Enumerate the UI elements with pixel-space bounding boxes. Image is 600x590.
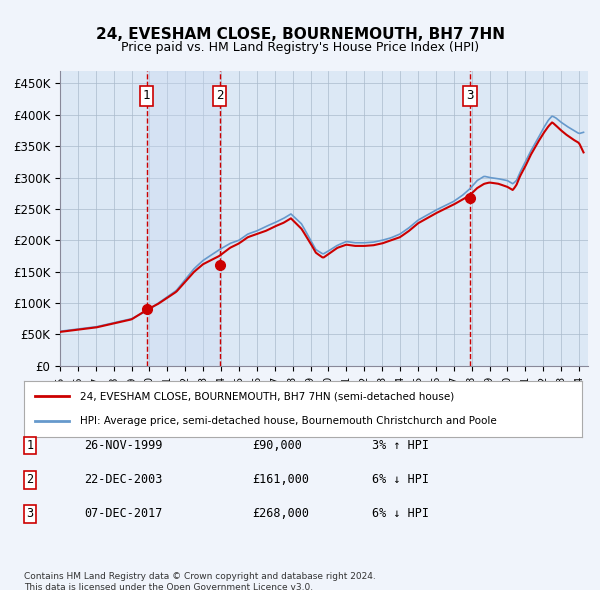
Text: 26-NOV-1999: 26-NOV-1999 — [84, 439, 163, 452]
Text: HPI: Average price, semi-detached house, Bournemouth Christchurch and Poole: HPI: Average price, semi-detached house,… — [80, 416, 497, 426]
Text: 2: 2 — [26, 473, 34, 486]
Text: 07-DEC-2017: 07-DEC-2017 — [84, 507, 163, 520]
Text: 6% ↓ HPI: 6% ↓ HPI — [372, 507, 429, 520]
Text: 3: 3 — [26, 507, 34, 520]
Text: 1: 1 — [26, 439, 34, 452]
Text: £161,000: £161,000 — [252, 473, 309, 486]
Bar — [146, 71, 220, 366]
Text: Price paid vs. HM Land Registry's House Price Index (HPI): Price paid vs. HM Land Registry's House … — [121, 41, 479, 54]
Text: 22-DEC-2003: 22-DEC-2003 — [84, 473, 163, 486]
Text: 6% ↓ HPI: 6% ↓ HPI — [372, 473, 429, 486]
Text: £268,000: £268,000 — [252, 507, 309, 520]
Text: 3: 3 — [466, 90, 474, 103]
Text: 24, EVESHAM CLOSE, BOURNEMOUTH, BH7 7HN: 24, EVESHAM CLOSE, BOURNEMOUTH, BH7 7HN — [95, 27, 505, 41]
Text: 2: 2 — [216, 90, 223, 103]
Text: 3% ↑ HPI: 3% ↑ HPI — [372, 439, 429, 452]
Text: 24, EVESHAM CLOSE, BOURNEMOUTH, BH7 7HN (semi-detached house): 24, EVESHAM CLOSE, BOURNEMOUTH, BH7 7HN … — [80, 391, 454, 401]
Bar — [470, 71, 471, 366]
Text: Contains HM Land Registry data © Crown copyright and database right 2024.
This d: Contains HM Land Registry data © Crown c… — [24, 572, 376, 590]
Text: £90,000: £90,000 — [252, 439, 302, 452]
Text: 1: 1 — [143, 90, 150, 103]
